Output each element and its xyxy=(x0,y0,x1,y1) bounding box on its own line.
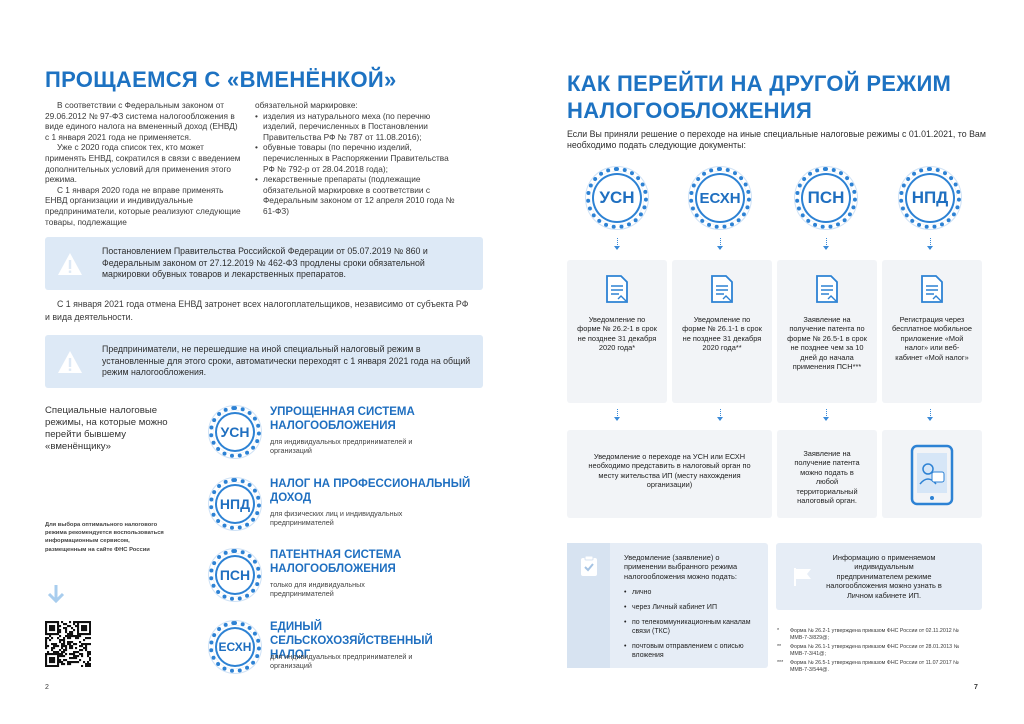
paragraph-text: С 1 января 2021 года отмена ЕНВД затроне… xyxy=(45,299,469,322)
document-text: Регистрация через бесплатное мобильное п… xyxy=(892,315,972,362)
down-arrow-icon xyxy=(47,585,65,604)
footnote-mark: * xyxy=(777,628,780,634)
flag-icon xyxy=(794,568,811,586)
list-lead: обязательной маркировке: xyxy=(255,100,358,110)
methods-lead: Уведомление (заявление) о применении выб… xyxy=(624,553,738,581)
warning-icon xyxy=(58,351,82,373)
regime-title: ЕДИНЫЙ СЕЛЬСКОХОЗЯЙСТВЕННЫЙ НАЛОГ xyxy=(270,621,433,661)
regime-title: ПАТЕНТНАЯ СИСТЕМА НАЛОГООБЛОЖЕНИЯ xyxy=(270,549,402,575)
list-item: изделия из натурального меха (по перечню… xyxy=(255,111,455,143)
regime-badge: ПСН xyxy=(209,549,261,601)
regime-text: для индивидуальных предпринимателей и ор… xyxy=(270,652,413,670)
arrow xyxy=(717,238,723,250)
regime-badge: НПД xyxy=(209,478,261,530)
regime-text: для индивидуальных предпринимателей и ор… xyxy=(270,437,413,455)
submission-card: Уведомление о переходе на УСН или ЕСХН н… xyxy=(567,430,772,518)
info-box: Информацию о применяемом индивидуальным … xyxy=(776,543,982,610)
submission-text: Уведомление о переходе на УСН или ЕСХН н… xyxy=(588,452,751,490)
page-number: 7 xyxy=(974,684,978,691)
arrow xyxy=(614,238,620,250)
warning-icon xyxy=(58,253,82,275)
regime-badge: УСН xyxy=(586,167,648,229)
left-column-2: обязательной маркировке: изделия из нату… xyxy=(255,100,455,217)
document-text: Уведомление по форме № 26.2-1 в срок не … xyxy=(577,315,657,353)
regime-badge: УСН xyxy=(209,406,261,458)
list-item: обувные товары (по перечню изделий, пере… xyxy=(255,142,455,174)
notice-box: Постановлением Правительства Российской … xyxy=(45,237,483,290)
regime-badge: ЕСХН xyxy=(209,621,261,673)
notice-text: Предприниматели, не перешедшие на иной с… xyxy=(102,344,471,377)
arrow xyxy=(614,409,620,421)
right-title: КАК ПЕРЕЙТИ НА ДРУГОЙ РЕЖИМ НАЛОГООБЛОЖЕ… xyxy=(567,71,952,123)
submission-card: Заявление на получение патента можно под… xyxy=(777,430,877,518)
qr-code xyxy=(45,621,91,667)
document-card: Уведомление по форме № 26.2-1 в срок не … xyxy=(567,260,667,403)
goods-list: изделия из натурального меха (по перечню… xyxy=(255,111,455,217)
regime-badge: ЕСХН xyxy=(689,167,751,229)
methods-box: Уведомление (заявление) о применении выб… xyxy=(567,543,768,668)
footnotes: * Форма № 26.2-1 утверждена приказом ФНС … xyxy=(777,628,982,677)
arrow xyxy=(823,409,829,421)
footnote-text: Форма № 26.1-1 утверждена приказом ФНС Р… xyxy=(790,644,960,657)
method-item: через Личный кабинет ИП xyxy=(624,603,759,612)
footnote-text: Форма № 26.5-1 утверждена приказом ФНС Р… xyxy=(790,660,959,673)
method-item: по телекоммуникационным каналам связи (Т… xyxy=(624,618,759,636)
document-icon xyxy=(606,275,628,303)
info-text: Информацию о применяемом индивидуальным … xyxy=(826,553,942,600)
footnote: *** Форма № 26.5-1 утверждена приказом ФН… xyxy=(777,660,960,673)
regime-text: для физических лиц и индивидуальных пред… xyxy=(270,509,403,527)
arrow xyxy=(927,238,933,250)
footnote-mark: *** xyxy=(777,660,784,667)
regime-text: только для индивидуальных предпринимател… xyxy=(270,580,365,598)
left-column-1: В соответствии с Федеральным законом от … xyxy=(45,100,241,227)
phone-icon xyxy=(910,444,954,506)
left-title: ПРОЩАЕМСЯ С «ВМЕНЁНКОЙ» xyxy=(45,67,397,92)
submission-text: Заявление на получение патента можно под… xyxy=(794,449,860,506)
paragraph: С 1 января 2021 года отмена ЕНВД затроне… xyxy=(45,298,475,323)
methods-list: лично через Личный кабинет ИП по телекомму… xyxy=(624,588,759,666)
arrow xyxy=(717,409,723,421)
document-icon xyxy=(711,275,733,303)
arrow xyxy=(823,238,829,250)
document-card: Заявление на получение патента по форме … xyxy=(777,260,877,403)
method-item: лично xyxy=(624,588,759,597)
footnote: * Форма № 26.2-1 утверждена приказом ФНС … xyxy=(777,628,960,641)
arrow xyxy=(927,409,933,421)
footnote: ** Форма № 26.1-1 утверждена приказом ФНС… xyxy=(777,644,960,657)
footnote-mark: ** xyxy=(777,644,782,651)
app-card xyxy=(882,430,982,518)
page-number: 2 xyxy=(45,684,49,691)
document-card: Уведомление по форме № 26.1-1 в срок не … xyxy=(672,260,772,403)
regimes-intro: Специальные налоговые режимы, на которые… xyxy=(45,405,168,452)
regime-badge: ПСН xyxy=(795,167,857,229)
document-icon xyxy=(816,275,838,303)
regime-badge: НПД xyxy=(899,167,961,229)
notice-text: Постановлением Правительства Российской … xyxy=(102,246,428,279)
paragraph: С 1 января 2020 года не вправе применять… xyxy=(45,184,241,227)
list-item: лекарственные препараты (подлежащие обяз… xyxy=(255,174,455,216)
clipboard-icon xyxy=(581,555,597,576)
intro: Если Вы приняли решение о переходе на ин… xyxy=(567,129,986,150)
document-card: Регистрация через бесплатное мобильное п… xyxy=(882,260,982,403)
hint: Для выбора оптимального налогового режим… xyxy=(45,522,164,553)
regime-title: УПРОЩЕННАЯ СИСТЕМА НАЛОГООБЛОЖЕНИЯ xyxy=(270,406,415,432)
document-text: Уведомление по форме № 26.1-1 в срок не … xyxy=(682,315,762,353)
notice-box: Предприниматели, не перешедшие на иной с… xyxy=(45,335,483,388)
document-icon xyxy=(921,275,943,303)
footnote-text: Форма № 26.2-1 утверждена приказом ФНС Р… xyxy=(790,628,959,641)
regime-title: НАЛОГ НА ПРОФЕССИОНАЛЬНЫЙ ДОХОД xyxy=(270,478,471,504)
paragraph: Уже с 2020 года список тех, кто может пр… xyxy=(45,142,241,185)
paragraph: В соответствии с Федеральным законом от … xyxy=(45,100,238,142)
document-text: Заявление на получение патента по форме … xyxy=(787,315,867,372)
method-item: почтовым отправлением с описью вложения xyxy=(624,642,759,660)
